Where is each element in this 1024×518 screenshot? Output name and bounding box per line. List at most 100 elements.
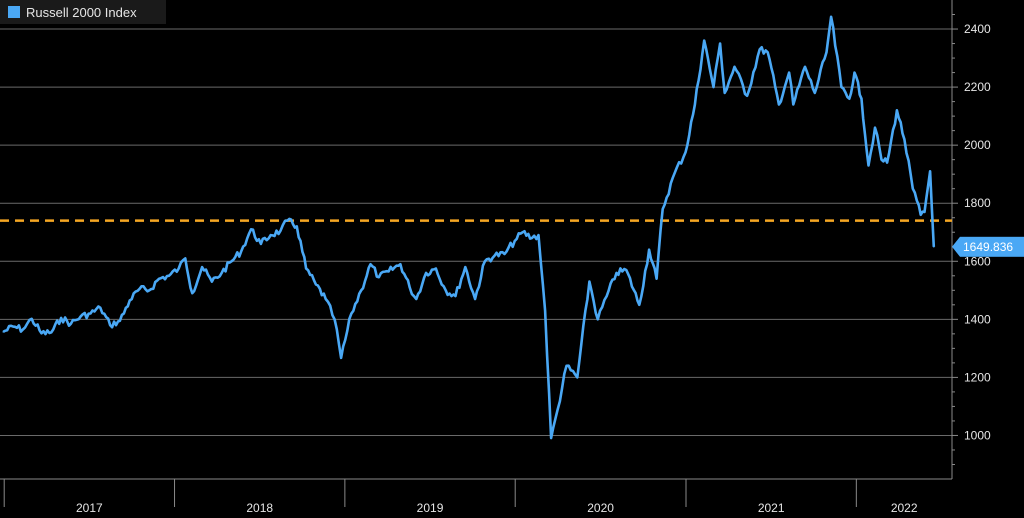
legend-swatch	[8, 6, 20, 18]
series-point	[201, 266, 203, 268]
series-point	[408, 286, 411, 289]
y-axis: 1000 1200 1400 1600 1800 2000 2200 2400	[951, 0, 991, 479]
series-line-russell-2000	[2, 15, 936, 440]
series-point	[296, 225, 298, 228]
series-point	[60, 317, 62, 319]
y-tick-label: 2400	[964, 22, 991, 36]
series-point	[912, 187, 914, 190]
series-point	[588, 280, 591, 283]
series-point	[50, 331, 53, 334]
series-point	[474, 298, 476, 300]
series-point	[703, 39, 705, 42]
x-tick-label: 2021	[758, 501, 785, 515]
series-point	[40, 332, 43, 335]
x-tick-label: 2017	[76, 501, 103, 515]
series-point	[12, 325, 14, 328]
series-point	[324, 298, 327, 300]
series-point	[138, 288, 141, 290]
series-point	[804, 65, 806, 68]
series-point	[576, 376, 579, 379]
x-axis: 2017 2018 2019 2020 2021 2022	[0, 478, 952, 515]
y-tick-label: 1200	[964, 370, 991, 384]
series-point	[733, 65, 736, 68]
series-point	[867, 164, 870, 167]
series-point	[521, 231, 524, 234]
x-tick-label: 2018	[246, 501, 273, 515]
series-point	[387, 270, 390, 273]
series-point	[415, 298, 418, 300]
y-tick-label: 1600	[964, 254, 991, 268]
y-tick-label: 1000	[964, 428, 991, 442]
series-point	[425, 272, 427, 274]
series-point	[792, 103, 795, 106]
series-point	[903, 138, 906, 141]
series-point	[848, 97, 851, 100]
series-point	[119, 319, 121, 322]
series-point	[177, 267, 180, 270]
series-point	[220, 272, 223, 274]
series-point	[933, 245, 935, 248]
series-point	[158, 277, 160, 280]
series-point	[350, 312, 353, 315]
series-point	[550, 437, 552, 439]
series-point	[830, 16, 832, 18]
x-tick-label: 2020	[587, 501, 614, 515]
series-point	[333, 318, 336, 321]
series-point	[648, 248, 650, 251]
series-point	[537, 234, 540, 236]
legend: Russell 2000 Index	[0, 0, 166, 24]
y-tick-label: 1800	[964, 196, 991, 210]
series-point	[340, 357, 342, 359]
series-point	[360, 289, 363, 292]
series-point	[840, 86, 843, 88]
series-point	[444, 289, 447, 292]
series-point	[148, 289, 151, 292]
legend-background	[0, 0, 166, 24]
series-point	[814, 92, 816, 94]
series-point	[250, 228, 252, 231]
series-point	[128, 299, 131, 302]
series-point	[605, 295, 608, 297]
series-point	[919, 214, 922, 216]
series-point	[778, 103, 780, 106]
series-point	[378, 276, 380, 279]
series-point	[454, 295, 457, 297]
series-point	[923, 211, 926, 213]
series-point	[240, 250, 243, 252]
last-value-box	[960, 236, 1024, 257]
series-point	[719, 42, 721, 45]
series-point	[211, 280, 213, 283]
series-point	[874, 126, 876, 129]
series-point	[109, 324, 111, 326]
series-point	[435, 267, 437, 270]
series-point	[746, 95, 748, 97]
series-point	[853, 71, 856, 74]
y-tick-label: 2200	[964, 80, 991, 94]
series-point	[99, 306, 102, 309]
series-point	[464, 266, 467, 268]
series-point	[369, 263, 372, 265]
series-point	[825, 51, 828, 54]
series-point	[30, 317, 33, 320]
series-point	[655, 277, 658, 280]
series-point	[565, 364, 568, 367]
x-tick-label: 2019	[417, 501, 444, 515]
series-point	[758, 48, 761, 51]
series-point	[260, 243, 262, 245]
series-point	[556, 408, 559, 411]
series-point	[493, 254, 496, 257]
legend-label: Russell 2000 Index	[26, 5, 137, 20]
series-point	[286, 219, 289, 222]
series-point	[230, 260, 233, 263]
series-point	[503, 253, 506, 255]
series-point	[191, 292, 194, 295]
series-point	[788, 71, 790, 74]
series-point	[886, 161, 888, 164]
series-point	[929, 170, 931, 173]
series-point	[625, 269, 628, 271]
series-point	[694, 103, 696, 106]
y-tick-label: 2000	[964, 138, 991, 152]
series-point	[638, 304, 641, 306]
